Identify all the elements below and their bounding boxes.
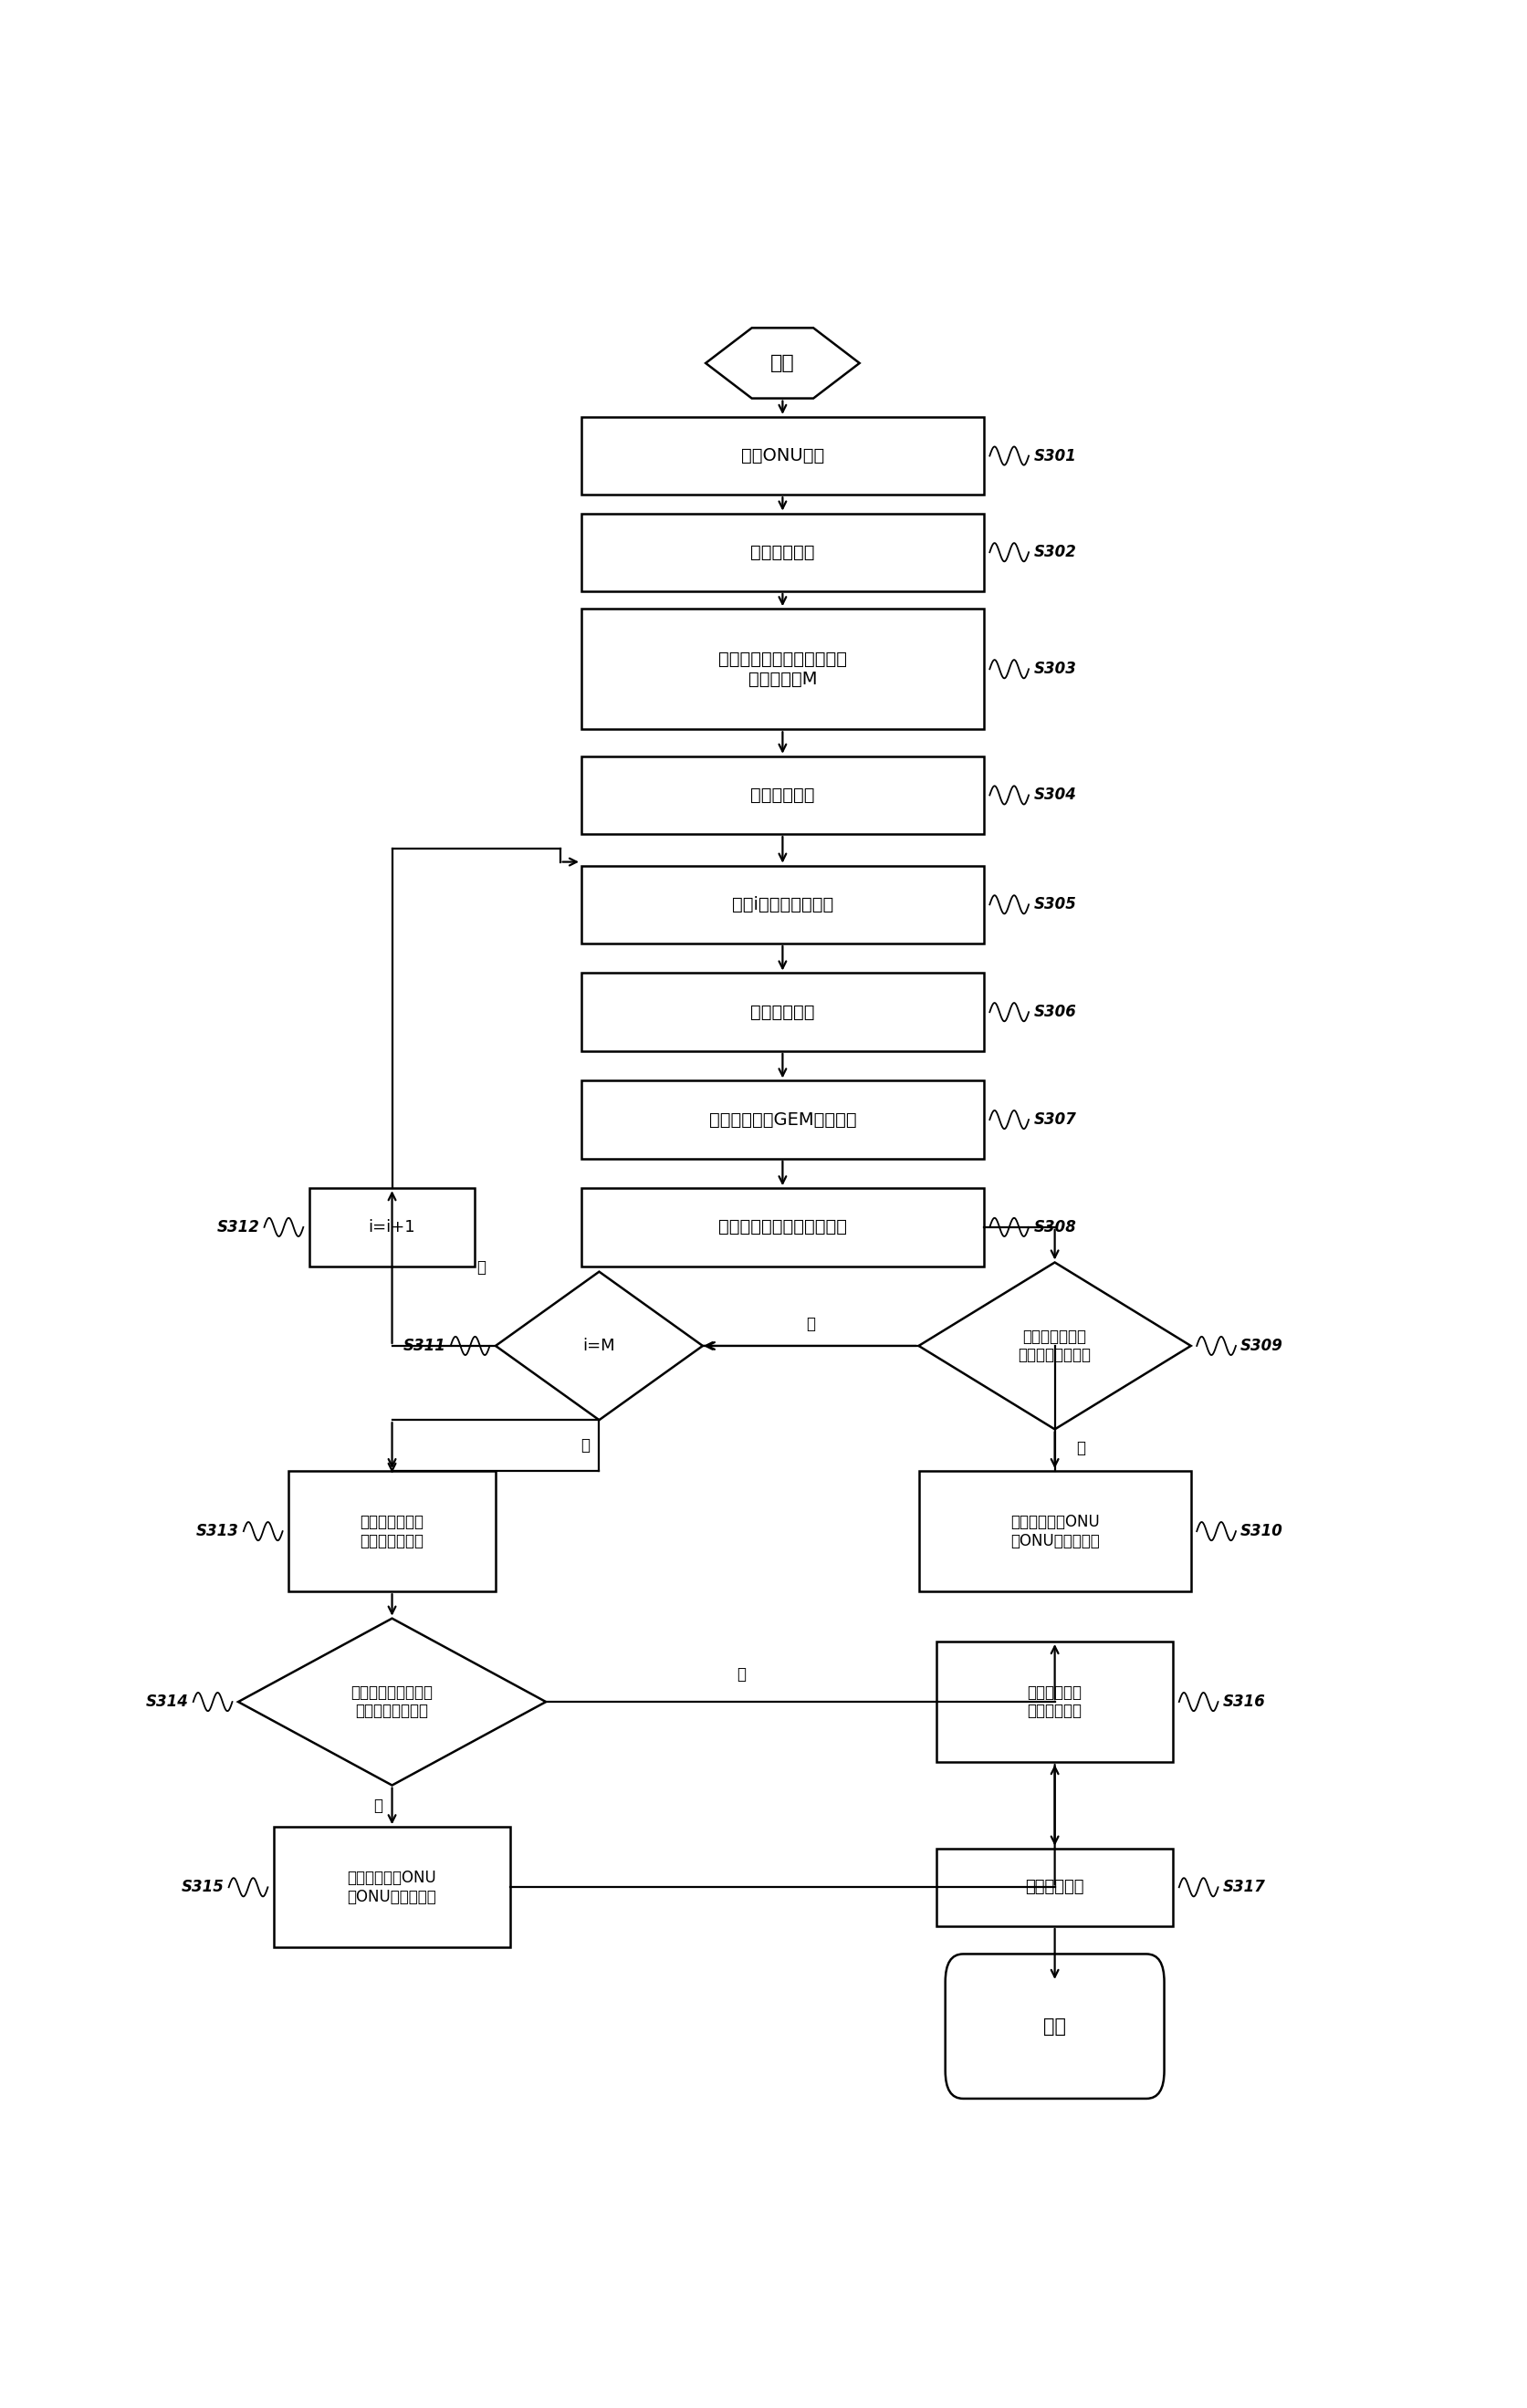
FancyBboxPatch shape — [945, 1953, 1164, 2100]
Text: i=i+1: i=i+1 — [368, 1218, 415, 1235]
Text: 下发通知消息: 下发通知消息 — [750, 787, 815, 804]
Text: S316: S316 — [1223, 1693, 1266, 1710]
Text: 是: 是 — [806, 1315, 815, 1332]
FancyBboxPatch shape — [919, 1471, 1191, 1592]
Polygon shape — [238, 1618, 547, 1784]
Text: 发送升级版本文
件下载完毕消息: 发送升级版本文 件下载完毕消息 — [360, 1515, 425, 1548]
FancyBboxPatch shape — [582, 864, 983, 944]
Text: 都返回升级版本文件
下载成功响应消息: 都返回升级版本文件 下载成功响应消息 — [351, 1683, 434, 1719]
Text: S309: S309 — [1240, 1336, 1283, 1353]
Text: S301: S301 — [1034, 448, 1077, 465]
FancyBboxPatch shape — [582, 973, 983, 1050]
Text: S310: S310 — [1240, 1522, 1283, 1539]
FancyBboxPatch shape — [582, 756, 983, 833]
Text: S304: S304 — [1034, 787, 1077, 804]
Text: 下发通知消息: 下发通知消息 — [750, 1004, 815, 1021]
FancyBboxPatch shape — [936, 1849, 1173, 1926]
FancyBboxPatch shape — [582, 1081, 983, 1158]
Text: 将下载失败的ONU
从ONU列表中删除: 将下载失败的ONU 从ONU列表中删除 — [348, 1869, 437, 1905]
Text: S314: S314 — [145, 1693, 188, 1710]
Text: 对升级版本文件进行分片，
分片个数为M: 对升级版本文件进行分片， 分片个数为M — [718, 650, 847, 689]
Text: 是: 是 — [580, 1438, 589, 1454]
Text: 否: 否 — [476, 1259, 486, 1276]
Text: S313: S313 — [195, 1522, 238, 1539]
Text: 发送当前分片下载完毕消息: 发送当前分片下载完毕消息 — [718, 1218, 847, 1235]
FancyBboxPatch shape — [582, 513, 983, 592]
Text: 发送激活升级
版本文件命令: 发送激活升级 版本文件命令 — [1028, 1683, 1083, 1719]
Text: i=M: i=M — [583, 1336, 615, 1353]
Polygon shape — [496, 1271, 702, 1421]
Text: 开始: 开始 — [771, 354, 794, 373]
FancyBboxPatch shape — [289, 1471, 496, 1592]
Polygon shape — [919, 1262, 1191, 1430]
Text: S305: S305 — [1034, 896, 1077, 913]
FancyBboxPatch shape — [582, 1187, 983, 1267]
Text: S308: S308 — [1034, 1218, 1077, 1235]
Text: S315: S315 — [182, 1878, 224, 1895]
Text: 建立组播通道: 建立组播通道 — [750, 544, 815, 561]
Text: 结束: 结束 — [1043, 2018, 1066, 2035]
Text: S303: S303 — [1034, 660, 1077, 677]
FancyBboxPatch shape — [582, 417, 983, 494]
FancyBboxPatch shape — [308, 1187, 475, 1267]
Text: 是: 是 — [736, 1666, 745, 1683]
Text: S302: S302 — [1034, 544, 1077, 561]
Text: S317: S317 — [1223, 1878, 1266, 1895]
Text: S306: S306 — [1034, 1004, 1077, 1021]
Text: 都返回当前分片
下载成功响应消息: 都返回当前分片 下载成功响应消息 — [1019, 1329, 1092, 1363]
FancyBboxPatch shape — [273, 1828, 510, 1948]
Polygon shape — [705, 327, 860, 397]
Text: 确定ONU列表: 确定ONU列表 — [741, 448, 825, 465]
FancyBboxPatch shape — [936, 1642, 1173, 1763]
Text: 否: 否 — [1077, 1440, 1086, 1457]
Text: 将分段封装到GEM帧，下发: 将分段封装到GEM帧，下发 — [709, 1110, 857, 1129]
Text: 将下载失败的ONU
从ONU列表中删除: 将下载失败的ONU 从ONU列表中删除 — [1011, 1515, 1099, 1548]
FancyBboxPatch shape — [582, 609, 983, 730]
Text: S311: S311 — [403, 1336, 446, 1353]
Text: 对第i个分片进行分段: 对第i个分片进行分段 — [731, 896, 834, 913]
Text: S312: S312 — [217, 1218, 260, 1235]
Text: 否: 否 — [373, 1799, 382, 1813]
Text: S307: S307 — [1034, 1112, 1077, 1127]
Text: 发送重启命令: 发送重启命令 — [1025, 1878, 1084, 1895]
